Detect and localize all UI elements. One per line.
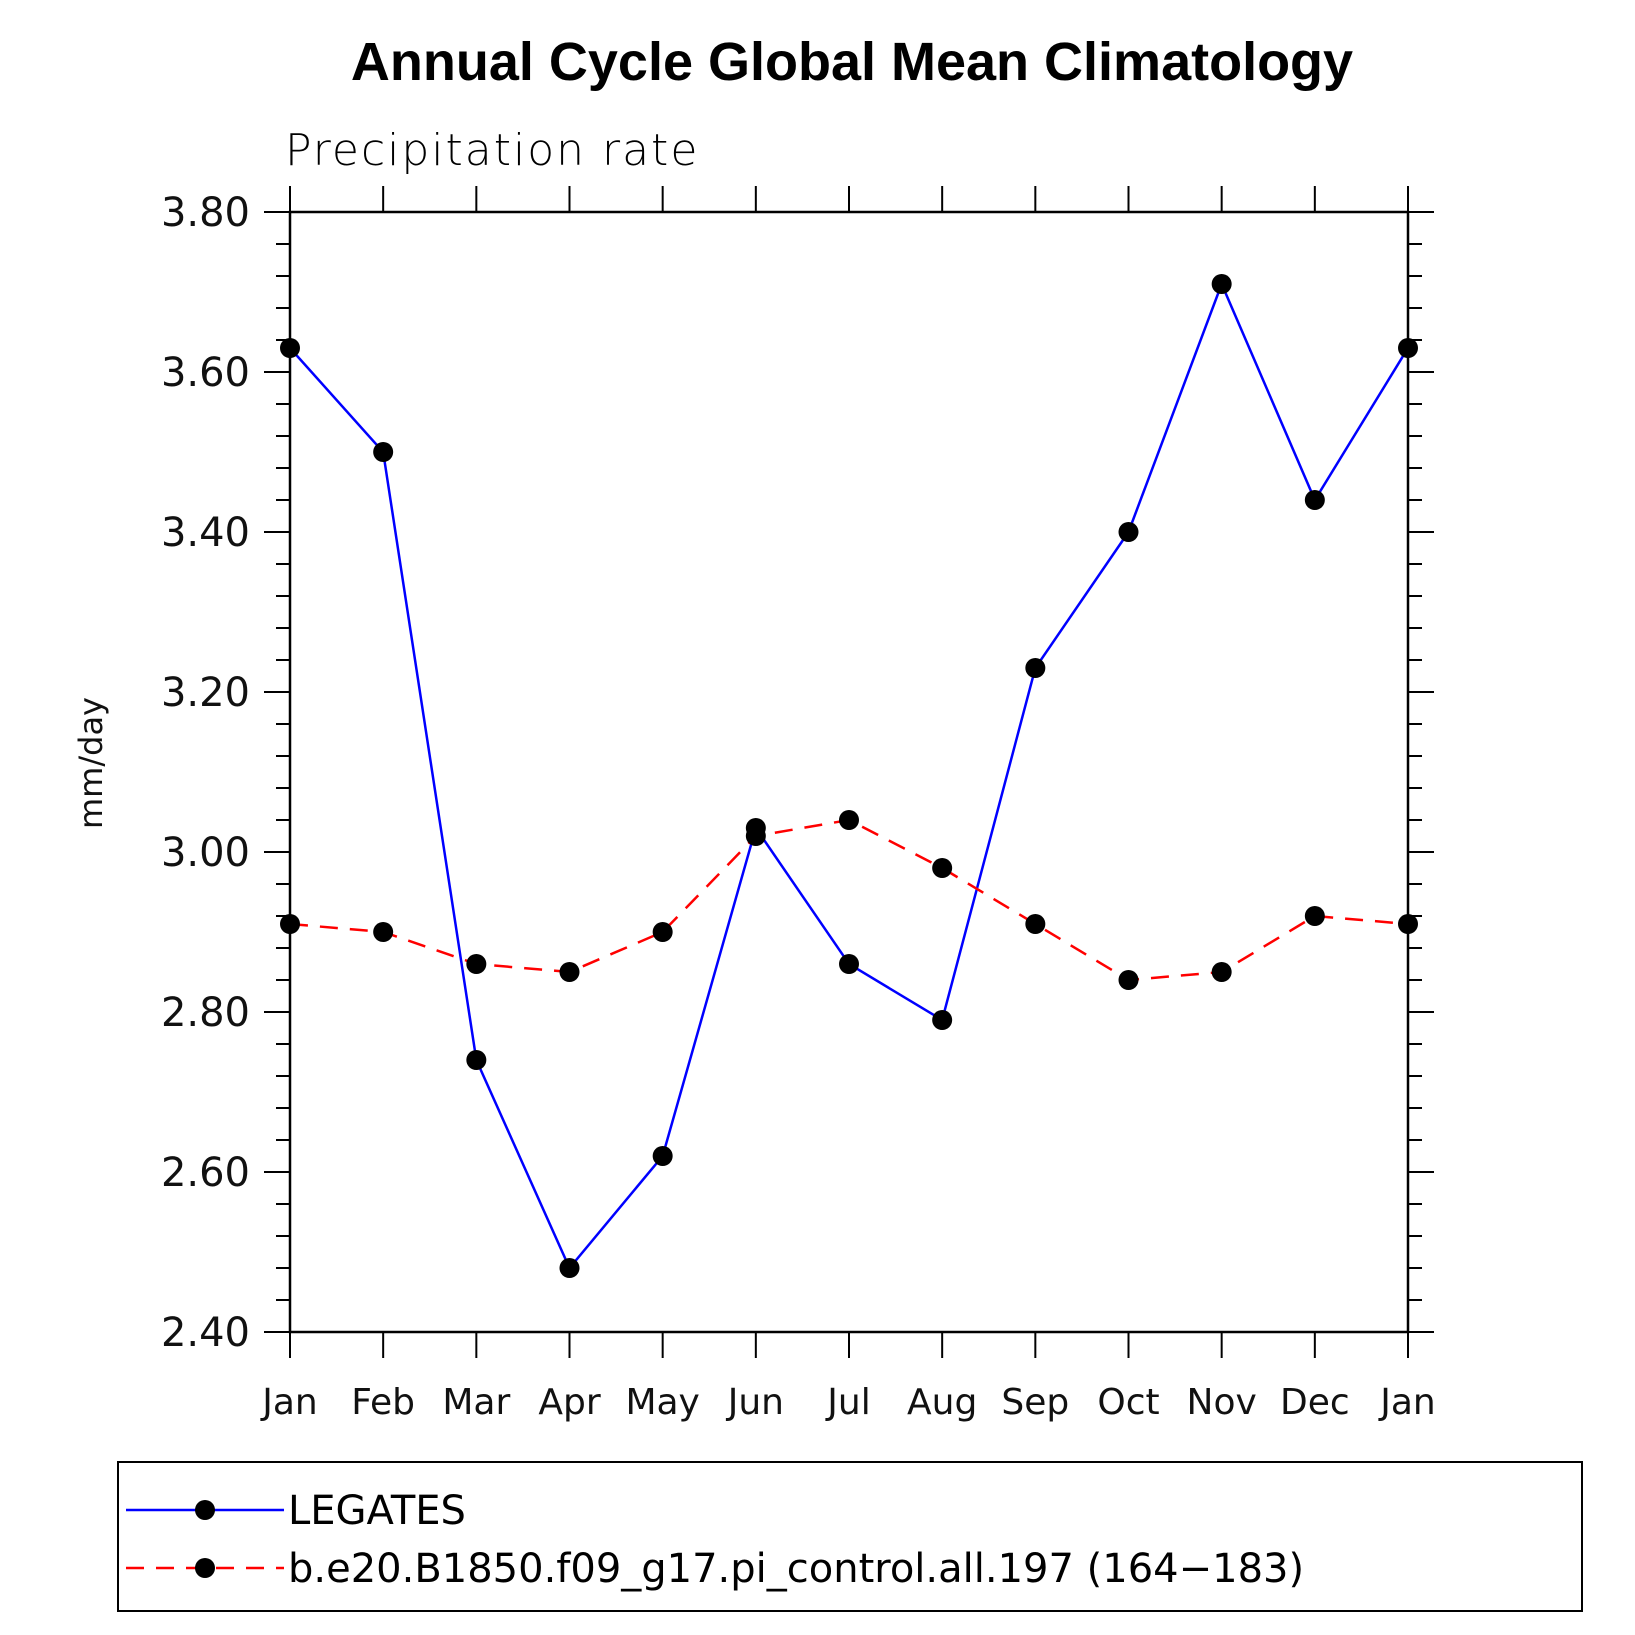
- data-point: [1025, 914, 1046, 934]
- legend-marker: [195, 1558, 215, 1578]
- plot-area-frame: [288, 210, 1410, 1334]
- data-point: [839, 954, 859, 974]
- x-tick-label: Apr: [538, 1382, 600, 1423]
- series-line: [289, 280, 1410, 1271]
- legend-box: [117, 1461, 1583, 1612]
- data-point: [839, 810, 859, 830]
- data-point: [652, 1146, 673, 1166]
- series-layer: [280, 274, 1418, 1278]
- y-tick-label: 2.40: [161, 1310, 250, 1356]
- data-point: [1211, 962, 1232, 982]
- legend-item: b.e20.B1850.f09_g17.pi_control.all.197 (…: [126, 1546, 1304, 1592]
- y-tick-label: 3.80: [161, 190, 250, 236]
- axis-ticks: [264, 186, 1434, 1358]
- x-tick-label: Sep: [1001, 1382, 1069, 1423]
- chart-subtitle: Precipitation rate: [285, 125, 699, 176]
- x-tick-label: Jan: [1378, 1382, 1436, 1423]
- legend-marker: [195, 1500, 215, 1520]
- x-tick-label: May: [625, 1382, 699, 1423]
- x-tick-label: Dec: [1280, 1382, 1350, 1423]
- y-tick-label: 3.20: [161, 670, 250, 716]
- data-point: [1398, 914, 1418, 934]
- data-point: [652, 922, 673, 942]
- data-point: [745, 826, 766, 846]
- legend-label: b.e20.B1850.f09_g17.pi_control.all.197 (…: [288, 1546, 1304, 1592]
- x-tick-label: Mar: [442, 1382, 510, 1423]
- y-tick-label: 2.60: [161, 1150, 250, 1196]
- data-point: [559, 962, 580, 982]
- x-tick-label: Aug: [907, 1382, 977, 1423]
- x-tick-label: Nov: [1187, 1382, 1257, 1423]
- data-point: [280, 914, 300, 934]
- x-tick-label: Feb: [351, 1382, 415, 1423]
- chart-title: Annual Cycle Global Mean Climatology: [351, 32, 1353, 92]
- legend-item: LEGATES: [126, 1488, 466, 1534]
- x-tick-label: Oct: [1097, 1382, 1159, 1423]
- data-point: [373, 442, 394, 462]
- data-point: [1118, 522, 1139, 542]
- legend: LEGATES b.e20.B1850.f09_g17.pi_control.al…: [126, 1488, 1304, 1592]
- x-tick-label: Jul: [825, 1382, 870, 1423]
- data-point: [1118, 970, 1139, 990]
- y-tick-labels: 2.40 2.60 2.80 3.00 3.20 3.40 3.60 3.80: [161, 190, 250, 1356]
- data-point: [932, 1010, 953, 1030]
- data-point: [1304, 906, 1325, 926]
- data-point: [373, 922, 394, 942]
- data-point: [1211, 274, 1232, 294]
- x-tick-label: Jun: [726, 1382, 784, 1423]
- legend-label: LEGATES: [288, 1488, 466, 1534]
- data-point: [466, 1050, 487, 1070]
- y-tick-label: 2.80: [161, 990, 250, 1036]
- y-tick-label: 3.00: [161, 830, 250, 876]
- y-tick-label: 3.60: [161, 350, 250, 396]
- data-point: [932, 858, 953, 878]
- x-tick-labels: Jan Feb Mar Apr May Jun Jul Aug Sep Oct Nov Dec Jan: [260, 1382, 1436, 1423]
- series-1: [280, 274, 1418, 1278]
- y-axis-label: mm/day: [72, 697, 110, 829]
- data-point: [280, 338, 300, 358]
- x-tick-label: Jan: [260, 1382, 318, 1423]
- data-point: [1025, 658, 1046, 678]
- data-point: [1304, 490, 1325, 510]
- data-point: [559, 1258, 580, 1278]
- series-2: [280, 810, 1418, 990]
- data-point: [466, 954, 487, 974]
- data-point: [1398, 338, 1418, 358]
- y-tick-label: 3.40: [161, 510, 250, 556]
